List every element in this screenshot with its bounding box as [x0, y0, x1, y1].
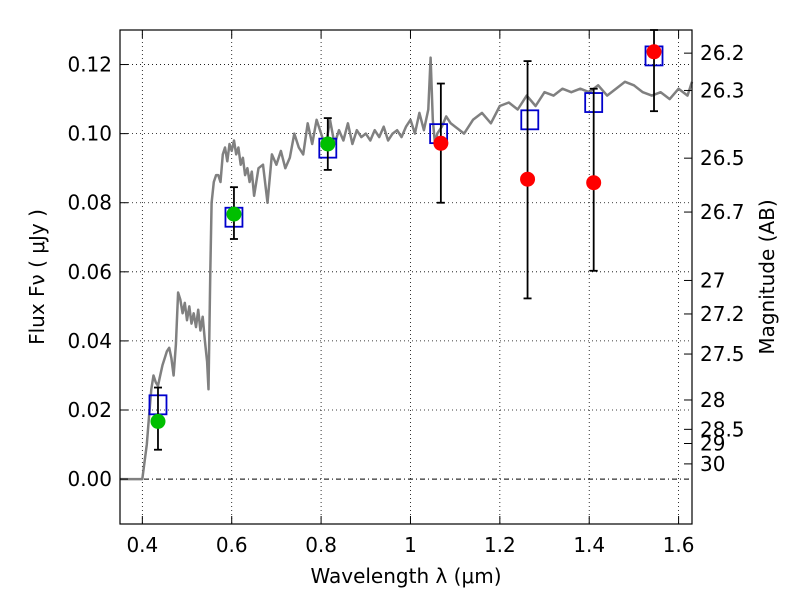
- red-data-point: [586, 175, 602, 191]
- template-spectrum-line: [120, 56, 694, 481]
- y-axis-title: Flux Fν ( μJy ): [25, 209, 49, 345]
- green-data-point: [150, 413, 166, 429]
- right-tick-label: 26.2: [700, 41, 745, 65]
- y-tick-label: 0.12: [67, 53, 112, 77]
- x-axis-title: Wavelength λ (μm): [310, 564, 501, 588]
- right-tick-label: 27.5: [700, 342, 745, 366]
- red-data-point: [520, 171, 536, 187]
- green-data-point: [226, 206, 242, 222]
- series-layer: [120, 29, 694, 481]
- right-axis-title: Magnitude (AB): [755, 199, 779, 354]
- right-tick-label: 27.2: [700, 302, 745, 326]
- right-tick-label: 28: [700, 388, 725, 412]
- right-tick-label: 27: [700, 268, 725, 292]
- right-tick-label: 30: [700, 452, 725, 476]
- right-tick-label: 26.5: [700, 146, 745, 170]
- x-tick-label: 0.6: [216, 533, 248, 557]
- y-tick-label: 0.00: [67, 467, 112, 491]
- green-data-point: [320, 136, 336, 152]
- x-tick-label: 0.8: [305, 533, 337, 557]
- y-tick-label: 0.06: [67, 260, 112, 284]
- y-tick-label: 0.02: [67, 398, 112, 422]
- y-tick-label: 0.04: [67, 329, 112, 353]
- y-tick-label: 0.10: [67, 122, 112, 146]
- x-tick-label: 0.4: [126, 533, 158, 557]
- ticks: 0.4 0.6 0.8 1 1.2 1.4 1.6 0.00 0.02 0.04 0.06 0.08 0…: [67, 30, 745, 557]
- x-tick-label: 1.6: [663, 533, 695, 557]
- x-tick-label: 1.4: [573, 533, 605, 557]
- red-data-point: [433, 135, 449, 151]
- right-tick-label: 26.7: [700, 200, 745, 224]
- right-tick-label: 26.3: [700, 78, 745, 102]
- x-tick-label: 1: [404, 533, 417, 557]
- model-flux-box: [520, 109, 540, 131]
- plot-frame: [119, 29, 693, 525]
- x-tick-label: 1.2: [484, 533, 516, 557]
- right-tick-label: 29: [700, 432, 725, 456]
- y-tick-label: 0.08: [67, 191, 112, 215]
- right-tick-label: 28.5: [700, 417, 745, 441]
- red-data-point: [646, 44, 662, 60]
